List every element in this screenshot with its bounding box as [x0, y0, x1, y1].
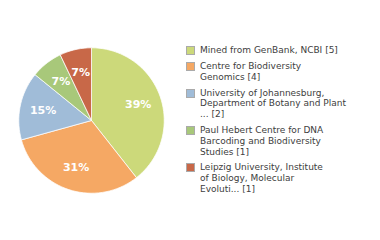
html-text:University of Johannesburg, De: University of Johannesburg, Department o… — [200, 87, 346, 120]
html-text:Mined from GenBank, NCBI [5]: Mined from GenBank, NCBI [5] — [200, 45, 338, 56]
svg-text:7%: 7% — [71, 66, 90, 79]
svg-text:7%: 7% — [52, 75, 71, 88]
html-text:Leipzig University, Institute: Leipzig University, Institute of Biology… — [200, 162, 323, 194]
svg-text:15%: 15% — [30, 104, 56, 117]
html-text:Centre for Biodiversity Genomi: Centre for Biodiversity Genomics [4] — [200, 61, 302, 82]
svg-text:31%: 31% — [63, 161, 89, 174]
html-text:Paul Hebert Centre for DNA Bar: Paul Hebert Centre for DNA Barcoding and… — [200, 125, 324, 157]
svg-text:39%: 39% — [125, 98, 151, 111]
